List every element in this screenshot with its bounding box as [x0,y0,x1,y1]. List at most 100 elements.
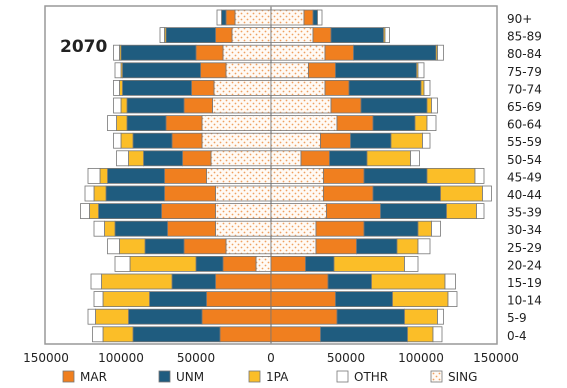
bar-unm-left-55-59 [132,132,173,149]
age-label-20-24: 20-24 [507,258,542,272]
age-labels: 0-4 5-9 10-14 15-19 20-24 25-29 30-34 35-39 40-4… [507,12,542,343]
bar-mar-left-50-54 [182,150,212,167]
bar-1pa-left-70-74 [119,80,123,96]
legend-label-1pa: 1PA [266,370,289,384]
age-label-90+: 90+ [507,12,532,26]
bar-sing-right-85-89 [270,27,314,44]
bar-othr-left-75-79 [114,62,122,79]
bar-othr-right-5-9 [437,308,444,325]
bar-sing-right-40-44 [270,185,324,202]
bar-1pa-right-70-74 [420,80,425,96]
age-label-80-84: 80-84 [507,47,542,61]
bar-othr-right-85-89 [384,27,390,44]
bar-mar-right-5-9 [270,308,338,325]
legend-swatch-unm [158,370,171,383]
bar-mar-right-25-29 [315,238,357,255]
bar-sing-right-75-79 [270,62,309,79]
bar-mar-right-55-59 [320,132,351,149]
bar-mar-left-60-64 [165,115,203,131]
bar-othr-right-75-79 [417,62,425,79]
bar-sing-left-85-89 [231,27,272,44]
bar-sing-right-30-34 [270,220,317,237]
bar-mar-right-45-49 [323,167,365,184]
bar-sing-right-45-49 [270,167,324,184]
bar-1pa-right-25-29 [396,238,419,255]
bar-unm-right-45-49 [363,167,428,184]
age-label-65-69: 65-69 [507,100,542,114]
bar-mar-left-75-79 [200,62,227,79]
x-tick-label: 150000 [473,351,519,365]
x-tick-label: 50000 [177,351,215,365]
bar-mar-right-30-34 [315,220,365,237]
bar-1pa-right-45-49 [426,167,476,184]
age-label-55-59: 55-59 [507,135,542,149]
bar-othr-right-55-59 [422,132,431,149]
bar-1pa-left-15-19 [101,273,173,290]
bar-othr-right-15-19 [444,273,456,290]
bar-sing-left-60-64 [201,115,272,131]
age-label-5-9: 5-9 [507,311,527,325]
bar-unm-right-90+ [312,9,318,26]
bar-unm-right-10-14 [335,291,393,308]
bar-1pa-left-50-54 [128,150,144,167]
bar-sing-right-25-29 [270,238,317,255]
bar-mar-left-40-44 [164,185,216,202]
bar-mar-right-60-64 [336,115,374,131]
bar-mar-right-20-24 [270,255,306,272]
bar-1pa-left-45-49 [99,167,108,184]
bar-sing-left-20-24 [255,255,272,272]
bar-othr-left-10-14 [93,291,104,308]
bar-unm-right-35-39 [380,203,447,220]
age-label-70-74: 70-74 [507,82,542,96]
bar-sing-left-30-34 [215,220,272,237]
bar-othr-right-60-64 [426,115,437,131]
bar-unm-left-65-69 [126,97,185,114]
bar-1pa-left-35-39 [89,203,99,220]
bar-1pa-left-25-29 [119,238,146,255]
bar-1pa-right-15-19 [371,273,446,290]
bar-mar-left-80-84 [195,44,224,61]
bar-mar-right-85-89 [312,27,332,44]
bar-mar-left-90+ [225,9,236,26]
bar-mar-left-35-39 [161,203,216,220]
bar-othr-left-35-39 [80,203,90,220]
x-tick-label: 100000 [398,351,444,365]
bar-mar-left-15-19 [215,273,272,290]
bar-mar-right-10-14 [270,291,336,308]
bar-sing-right-65-69 [270,97,332,114]
bar-unm-right-65-69 [360,97,428,114]
bar-sing-left-25-29 [225,238,272,255]
bar-othr-left-40-44 [84,185,95,202]
bar-unm-left-75-79 [122,62,201,79]
bar-mar-left-5-9 [201,308,272,325]
bar-mar-right-35-39 [326,203,381,220]
bar-mar-right-0-4 [270,326,321,343]
age-label-15-19: 15-19 [507,276,542,290]
bar-othr-left-5-9 [87,308,96,325]
bar-1pa-right-0-4 [407,326,434,343]
bar-unm-left-20-24 [195,255,224,272]
bar-othr-right-80-84 [437,44,444,61]
bar-othr-left-45-49 [87,167,101,184]
bar-sing-right-80-84 [270,44,326,61]
bar-mar-left-0-4 [219,326,272,343]
legend-swatch-sing [430,370,443,383]
bar-unm-right-30-34 [363,220,419,237]
bar-mar-left-30-34 [167,220,216,237]
bar-mar-right-70-74 [324,80,350,96]
age-label-85-89: 85-89 [507,30,542,44]
bar-othr-left-80-84 [113,44,120,61]
bar-1pa-right-10-14 [392,291,449,308]
bar-sing-right-50-54 [270,150,302,167]
bar-unm-right-5-9 [336,308,405,325]
x-tick-label: 100000 [98,351,144,365]
bar-mar-right-40-44 [323,185,374,202]
bar-sing-left-35-39 [215,203,272,220]
bar-othr-right-0-4 [432,326,443,343]
bar-unm-left-5-9 [128,308,203,325]
bar-othr-left-0-4 [92,326,104,343]
bar-mar-left-45-49 [164,167,207,184]
bar-othr-right-65-69 [431,97,438,114]
bar-sing-left-70-74 [213,80,272,96]
